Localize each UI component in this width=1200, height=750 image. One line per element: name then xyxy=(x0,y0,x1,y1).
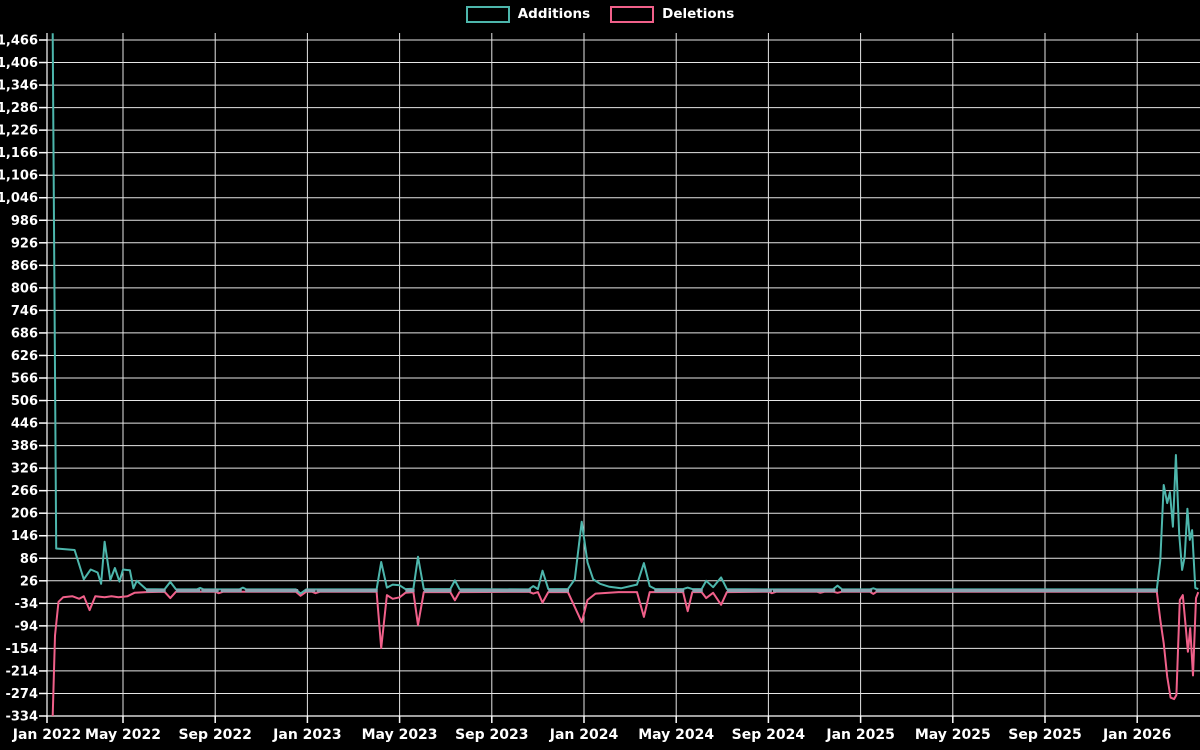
y-tick-label: 746 xyxy=(11,304,38,319)
legend-item-additions[interactable]: Additions xyxy=(465,5,591,23)
x-tick-label: Jan 2026 xyxy=(1102,727,1171,743)
additions-swatch-icon xyxy=(465,6,510,23)
tick-marks xyxy=(39,39,1138,723)
legend-label-deletions: Deletions xyxy=(662,5,735,22)
x-tick-label: Sep 2022 xyxy=(178,727,251,743)
x-tick-label: Jan 2024 xyxy=(549,727,619,743)
y-tick-label: 446 xyxy=(11,417,38,432)
deletions-swatch-icon xyxy=(610,6,655,23)
y-tick-label: 1,106 xyxy=(0,169,38,184)
y-tick-label: -274 xyxy=(5,687,38,702)
y-tick-label: 206 xyxy=(11,507,38,522)
y-tick-label: 926 xyxy=(11,236,38,251)
y-tick-label: 1,466 xyxy=(0,34,38,49)
y-tick-label: 86 xyxy=(20,552,38,567)
y-tick-label: 326 xyxy=(11,462,38,477)
y-tick-label: 1,406 xyxy=(0,56,38,71)
y-tick-label: 1,346 xyxy=(0,79,38,94)
y-tick-label: 1,286 xyxy=(0,101,38,116)
x-tick-label: Jan 2022 xyxy=(12,727,81,743)
x-tick-label: May 2024 xyxy=(638,727,714,743)
y-tick-label: -154 xyxy=(5,642,38,657)
x-tick-label: Sep 2024 xyxy=(732,727,806,743)
x-tick-label: May 2025 xyxy=(915,727,991,743)
y-tick-label: 686 xyxy=(11,326,38,341)
x-tick-label: Jan 2025 xyxy=(825,727,894,743)
x-tick-label: Sep 2025 xyxy=(1008,727,1081,743)
gridlines xyxy=(46,33,1200,717)
x-tick-label: May 2022 xyxy=(85,727,161,743)
y-tick-label: 626 xyxy=(11,349,38,364)
additions-line xyxy=(51,33,1199,595)
y-tick-label: -94 xyxy=(15,619,39,634)
x-tick-label: Jan 2023 xyxy=(272,727,341,743)
y-tick-label: 986 xyxy=(11,214,38,229)
legend-label-additions: Additions xyxy=(517,5,591,22)
chart-legend: Additions Deletions xyxy=(0,6,1200,23)
y-tick-label: 266 xyxy=(11,484,38,499)
y-tick-label: 1,226 xyxy=(0,124,38,139)
y-tick-label: 866 xyxy=(11,259,38,274)
y-tick-label: 146 xyxy=(11,529,38,544)
x-tick-label: Sep 2023 xyxy=(455,727,528,743)
y-axis-labels: -334 -274 -214 -154 -94 -34 26 86 146 206 266 326 38… xyxy=(0,34,38,725)
deletions-line xyxy=(51,590,1200,717)
y-tick-label: 1,166 xyxy=(0,146,38,161)
legend-item-deletions[interactable]: Deletions xyxy=(610,6,734,23)
y-tick-label: 806 xyxy=(11,281,38,296)
x-tick-label: May 2023 xyxy=(362,727,438,743)
y-tick-label: -214 xyxy=(5,664,38,679)
series-lines xyxy=(51,33,1200,717)
axes xyxy=(46,33,1200,717)
y-tick-label: 26 xyxy=(20,574,38,589)
x-axis-labels: Jan 2022 May 2022 Sep 2022 Jan 2023 May 2023… xyxy=(12,727,1172,743)
y-tick-label: 506 xyxy=(11,394,38,409)
y-tick-label: 566 xyxy=(11,372,38,387)
y-tick-label: -34 xyxy=(15,597,39,612)
y-tick-label: 1,046 xyxy=(0,191,38,206)
y-tick-label: -334 xyxy=(5,710,38,725)
y-tick-label: 386 xyxy=(11,439,38,454)
